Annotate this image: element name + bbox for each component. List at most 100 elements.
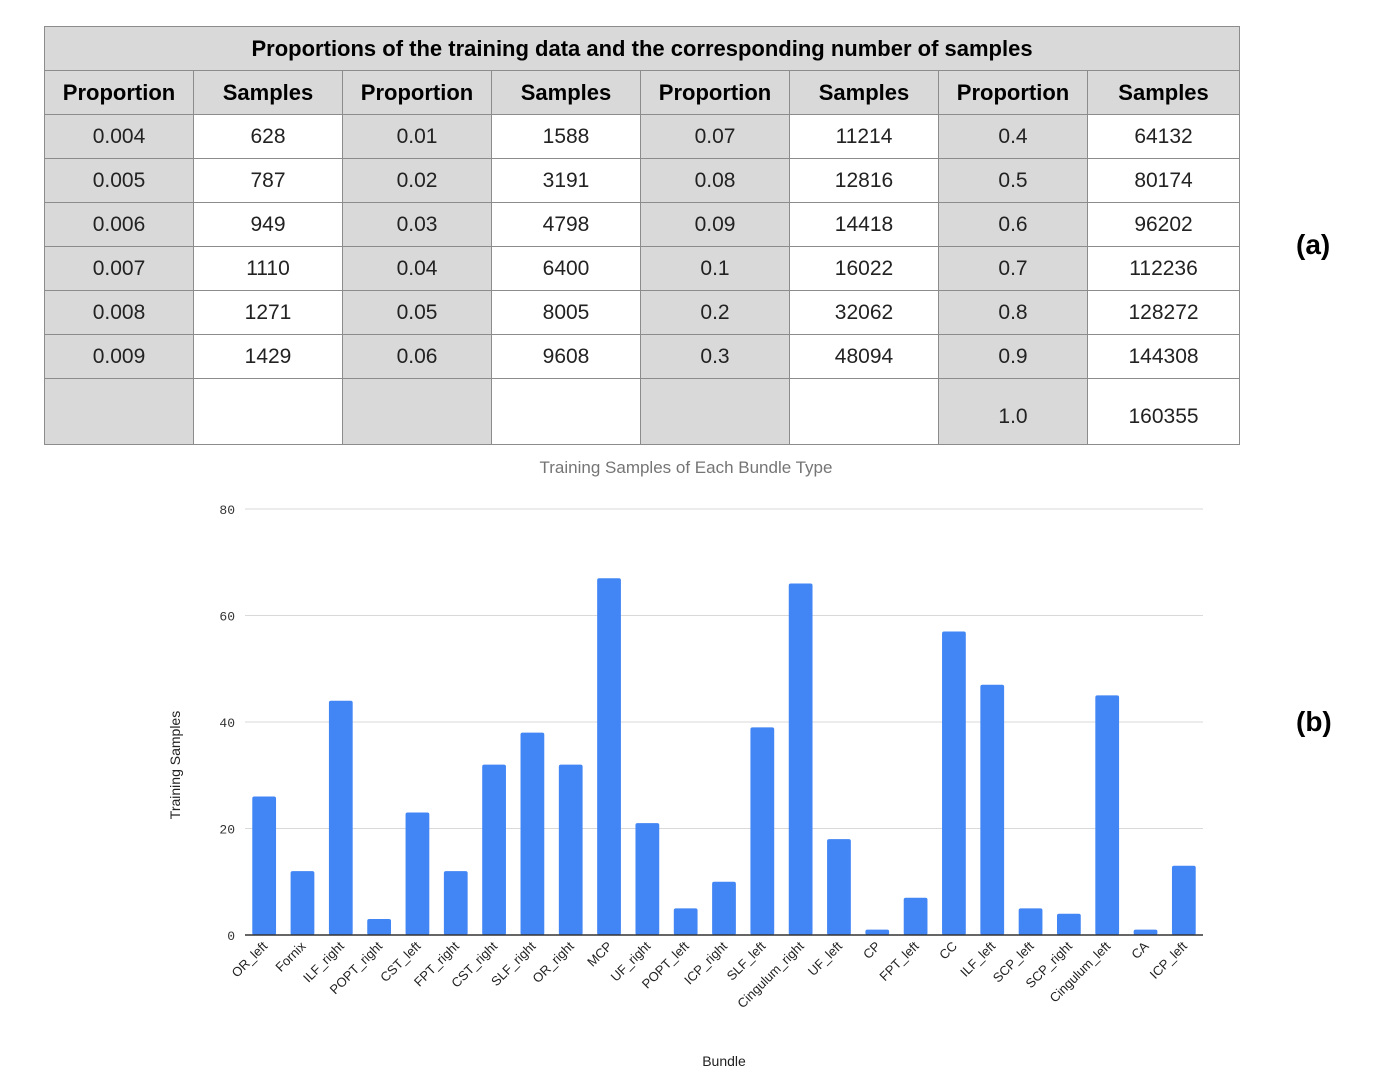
samples-cell: 11214 xyxy=(789,114,939,159)
column-header-samples: Samples xyxy=(193,70,343,115)
samples-cell: 14418 xyxy=(789,202,939,247)
bar-cingulum-right xyxy=(788,583,813,935)
bar-cc xyxy=(942,631,966,935)
x-axis-label: Bundle xyxy=(702,1053,746,1069)
bar-or-right xyxy=(558,764,583,935)
samples-cell: 949 xyxy=(193,202,343,247)
samples-cell: 787 xyxy=(193,158,343,203)
samples-cell: 1110 xyxy=(193,246,343,291)
x-tick-label: CA xyxy=(1128,938,1152,962)
proportion-cell: 0.4 xyxy=(938,114,1088,159)
bar-cp xyxy=(865,929,890,935)
y-tick-label: 80 xyxy=(219,503,235,518)
samples-cell xyxy=(789,378,939,445)
table-header-row: Proportion Samples Proportion Samples Propor… xyxy=(44,70,1241,115)
y-tick-label: 20 xyxy=(219,823,235,838)
proportions-table: Proportions of the training data and the… xyxy=(43,26,1241,445)
table-row: 0.005 787 0.02 3191 0.08 12816 0.5 80174 xyxy=(44,158,1241,203)
proportion-cell: 0.02 xyxy=(342,158,492,203)
samples-cell xyxy=(193,378,343,445)
proportion-cell: 0.01 xyxy=(342,114,492,159)
y-axis-ticks: 0 20 40 60 80 xyxy=(219,503,235,944)
x-tick-label: Fornix xyxy=(272,938,308,974)
samples-cell: 628 xyxy=(193,114,343,159)
table-row: 0.009 1429 0.06 9608 0.3 48094 0.9 144308 xyxy=(44,334,1241,379)
proportion-cell: 1.0 xyxy=(938,378,1088,445)
panel-label-b: (b) xyxy=(1296,706,1332,737)
column-header-samples: Samples xyxy=(491,70,641,115)
samples-cell: 128272 xyxy=(1086,290,1241,335)
samples-cell: 12816 xyxy=(789,158,939,203)
bar-icp-right xyxy=(712,881,736,935)
bar-cingulum-left xyxy=(1095,695,1120,935)
proportion-cell xyxy=(342,378,492,445)
table-body: 0.004 628 0.01 1588 0.07 11214 0.4 64132 0.005 78… xyxy=(44,114,1241,445)
proportion-cell: 0.8 xyxy=(938,290,1088,335)
x-tick-label: FPT_left xyxy=(876,938,922,984)
bar-uf-left xyxy=(827,839,851,935)
proportion-cell: 0.03 xyxy=(342,202,492,247)
x-tick-label: OR_right xyxy=(529,938,577,986)
proportion-cell: 0.005 xyxy=(44,158,194,203)
samples-cell: 64132 xyxy=(1086,114,1241,159)
samples-cell: 32062 xyxy=(789,290,939,335)
panel-label-a: (a) xyxy=(1296,229,1331,260)
table-row: 1.0 160355 xyxy=(44,378,1241,445)
samples-cell: 8005 xyxy=(491,290,641,335)
column-header-proportion: Proportion xyxy=(342,70,492,115)
samples-cell: 6400 xyxy=(491,246,641,291)
proportion-cell: 0.006 xyxy=(44,202,194,247)
chart-bars xyxy=(252,578,1196,935)
x-tick-label: CP xyxy=(860,939,883,962)
samples-cell xyxy=(491,378,641,445)
samples-cell: 144308 xyxy=(1086,334,1241,379)
x-axis-tick-labels: OR_left FornixILF_rightPOPT_rightCST_left… xyxy=(229,938,1191,1011)
x-tick-label: ICP_right xyxy=(681,938,730,987)
proportion-cell: 0.1 xyxy=(640,246,790,291)
y-tick-label: 40 xyxy=(219,716,235,731)
column-header-samples: Samples xyxy=(1086,70,1241,115)
proportion-cell: 0.08 xyxy=(640,158,790,203)
x-tick-label: CC xyxy=(936,939,960,963)
bundle-bar-chart: Training Samples of Each Bundle Type 0 20… xyxy=(167,458,1203,1069)
proportion-cell: 0.004 xyxy=(44,114,194,159)
proportion-cell: 0.007 xyxy=(44,246,194,291)
samples-cell: 3191 xyxy=(491,158,641,203)
y-tick-label: 0 xyxy=(227,929,235,944)
y-axis-label: Training Samples xyxy=(167,711,183,819)
x-tick-label: OR_left xyxy=(229,938,271,980)
proportion-cell: 0.6 xyxy=(938,202,1088,247)
column-header-proportion: Proportion xyxy=(44,70,194,115)
bar-fornix xyxy=(290,871,315,935)
samples-cell: 1271 xyxy=(193,290,343,335)
bar-icp-left xyxy=(1171,865,1196,935)
chart-title: Training Samples of Each Bundle Type xyxy=(540,458,833,477)
bar-scp-left xyxy=(1018,908,1043,935)
bar-ilf-left xyxy=(980,684,1005,935)
column-header-proportion: Proportion xyxy=(640,70,790,115)
table-row: 0.007 1110 0.04 6400 0.1 16022 0.7 112236 xyxy=(44,246,1241,291)
proportion-cell: 0.009 xyxy=(44,334,194,379)
chart-gridlines xyxy=(245,508,1203,829)
proportion-cell: 0.008 xyxy=(44,290,194,335)
bar-scp-right xyxy=(1057,913,1081,935)
bar-cst-right xyxy=(482,764,506,935)
bar-fpt-right xyxy=(443,871,468,935)
bar-popt-left xyxy=(673,908,698,935)
samples-cell: 4798 xyxy=(491,202,641,247)
x-tick-label: UF_left xyxy=(805,938,846,979)
proportion-cell: 0.05 xyxy=(342,290,492,335)
bar-fpt-left xyxy=(903,897,928,935)
proportion-cell: 0.2 xyxy=(640,290,790,335)
bar-slf-left xyxy=(750,727,775,935)
proportion-cell: 0.3 xyxy=(640,334,790,379)
bar-popt-right xyxy=(367,919,391,935)
x-tick-label: Cingulum_right xyxy=(734,938,807,1011)
bar-mcp xyxy=(597,578,621,935)
proportion-cell: 0.09 xyxy=(640,202,790,247)
samples-cell: 80174 xyxy=(1086,158,1241,203)
proportion-cell xyxy=(44,378,194,445)
samples-cell: 48094 xyxy=(789,334,939,379)
proportion-cell: 0.07 xyxy=(640,114,790,159)
proportion-cell: 0.9 xyxy=(938,334,1088,379)
